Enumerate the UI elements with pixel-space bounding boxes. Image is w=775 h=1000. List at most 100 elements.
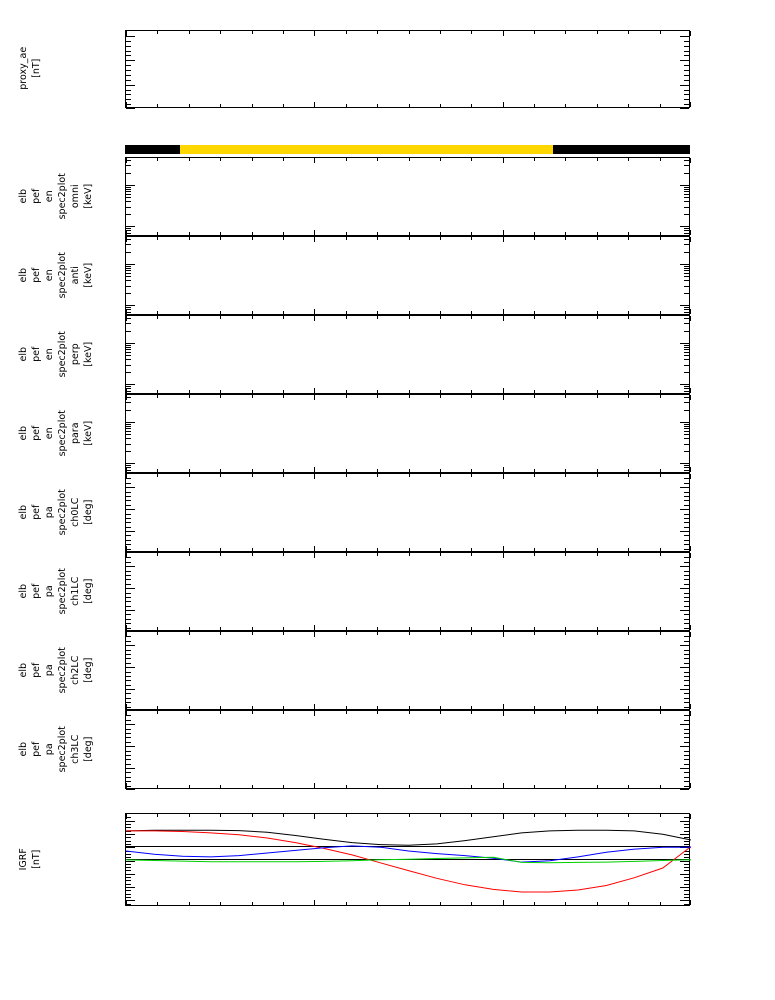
axis-tick (126, 509, 131, 511)
axis-tick (596, 785, 598, 788)
axis-tick (684, 827, 689, 829)
axis-tick (684, 104, 689, 106)
axis-tick (684, 763, 689, 765)
axis-tick (126, 820, 131, 822)
panel-axis-title-word: en (43, 268, 55, 281)
axis-tick (126, 65, 131, 67)
axis-tick (126, 860, 131, 862)
panel-axis-title-word: elb (17, 346, 29, 362)
axis-tick (684, 860, 689, 862)
axis-tick (408, 553, 410, 556)
axis-tick (534, 316, 536, 319)
status-bar-segment (552, 145, 690, 154)
axis-tick (126, 314, 131, 316)
axis-tick (220, 311, 222, 314)
axis-tick (126, 750, 131, 752)
axis-tick (126, 900, 127, 905)
axis-tick (565, 548, 567, 551)
axis-tick (684, 596, 689, 598)
axis-tick (684, 653, 689, 655)
axis-tick (126, 662, 131, 664)
axis-tick (345, 474, 347, 477)
axis-tick (596, 627, 598, 630)
axis-tick (684, 870, 689, 872)
axis-tick (502, 627, 504, 630)
axis-tick (282, 706, 284, 709)
panel-axis-title-word: en (43, 189, 55, 202)
axis-tick (684, 197, 689, 199)
axis-tick (684, 450, 689, 452)
axis-tick (684, 833, 689, 835)
axis-tick (282, 237, 284, 240)
axis-tick (684, 285, 689, 287)
axis-tick (684, 592, 689, 594)
axis-tick (126, 776, 131, 778)
panel-axis-title-word: anti (69, 265, 81, 284)
axis-tick (126, 658, 131, 660)
axis-tick (126, 346, 131, 348)
axis-tick (314, 232, 316, 235)
axis-tick (126, 423, 131, 425)
axis-tick (126, 588, 131, 590)
axis-tick (126, 870, 131, 872)
axis-tick (377, 469, 379, 472)
axis-tick (684, 371, 689, 373)
plot-panel-pa-ch3lc (125, 710, 691, 790)
axis-tick (126, 579, 131, 581)
axis-tick (126, 840, 131, 842)
axis-tick (251, 469, 253, 472)
axis-tick (251, 627, 253, 630)
axis-tick (471, 706, 473, 709)
axis-tick (126, 768, 131, 770)
axis-tick (684, 883, 689, 885)
axis-tick (565, 316, 567, 319)
axis-tick (126, 561, 131, 563)
axis-tick (684, 438, 689, 440)
axis-tick (471, 158, 473, 161)
axis-tick (126, 235, 131, 237)
axis-tick (126, 897, 131, 899)
axis-tick (126, 893, 131, 895)
axis-tick (314, 474, 316, 477)
axis-tick (188, 706, 190, 709)
axis-tick (314, 553, 316, 556)
axis-tick (471, 469, 473, 472)
axis-tick (251, 474, 253, 477)
axis-tick (684, 265, 689, 267)
axis-tick (126, 719, 131, 721)
axis-tick (126, 785, 131, 787)
axis-tick (377, 632, 379, 635)
axis-tick (659, 785, 661, 788)
axis-tick (471, 316, 473, 319)
axis-tick (157, 104, 159, 107)
axis-tick (126, 574, 131, 576)
panel-axis-title-word: para (69, 421, 81, 444)
axis-tick (684, 465, 689, 467)
panel-axis-title-word: pa (43, 742, 55, 755)
panel-axis-title-word: IGRF (17, 847, 29, 870)
axis-tick (126, 693, 131, 695)
axis-tick (684, 574, 689, 576)
panel-axis-title-word: omni (69, 183, 81, 208)
axis-tick (534, 706, 536, 709)
axis-tick (314, 902, 316, 905)
axis-tick (680, 226, 689, 228)
axis-tick (157, 706, 159, 709)
axis-tick (684, 172, 689, 174)
axis-tick (126, 108, 135, 109)
panel-axis-title-word: proxy_ae (17, 46, 29, 90)
axis-tick (126, 675, 131, 677)
axis-tick (314, 706, 316, 709)
axis-tick (251, 706, 253, 709)
axis-tick (534, 474, 536, 477)
axis-tick (188, 311, 190, 314)
axis-tick (157, 474, 159, 477)
axis-tick (684, 890, 689, 892)
panel-axis-title-word: pef (30, 188, 42, 204)
axis-tick (684, 667, 689, 669)
axis-tick (157, 469, 159, 472)
axis-tick (659, 232, 661, 235)
axis-tick (596, 469, 598, 472)
axis-tick (126, 704, 127, 709)
axis-tick (126, 500, 131, 502)
